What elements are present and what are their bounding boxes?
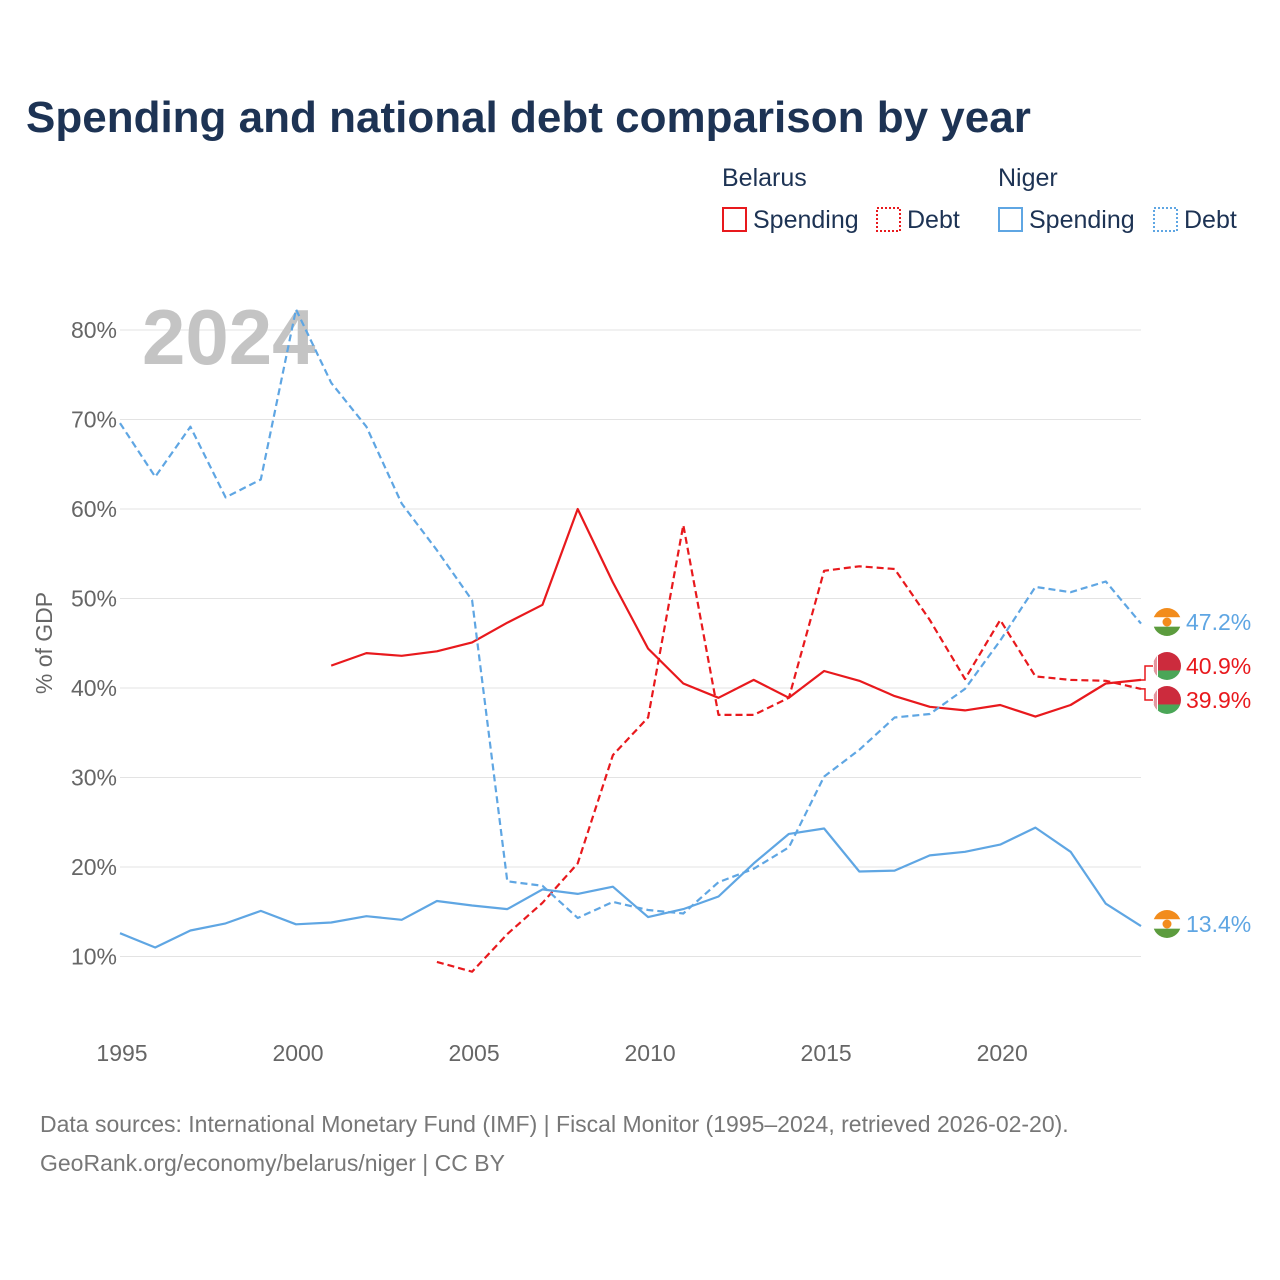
x-tick-label: 2010 [625,1040,676,1066]
x-tick-label: 2005 [448,1040,499,1066]
series-line-belarus-spending [330,507,1142,718]
end-label-belarus-spending: 40.9% [1141,652,1251,681]
series-line-niger-debt [119,308,1142,920]
end-labels: 40.9% 39.9% 13.4% 47.2% [1141,608,1251,938]
legend-label-niger-spending: Spending [1029,206,1135,234]
series-lines [119,308,1142,973]
end-label-niger-debt: 47.2% [1153,608,1251,636]
y-tick-label: 50% [71,586,117,612]
x-axis-ticks: 1995 2000 2005 2010 2015 2020 [96,1040,1027,1066]
legend-group-belarus: Belarus [722,164,807,192]
legend-swatch-belarus-spending [722,207,747,232]
y-tick-label: 40% [71,675,117,701]
y-axis-label: % of GDP [31,592,57,694]
end-label-connector [1141,665,1153,681]
source-line-1: Data sources: International Monetary Fun… [40,1111,1069,1137]
legend-swatch-niger-spending [998,207,1023,232]
gridlines [120,329,1141,957]
end-label-value: 39.9% [1186,687,1251,713]
niger-flag-icon [1153,608,1181,636]
y-tick-label: 10% [71,944,117,970]
legend-label-belarus-debt: Debt [907,206,960,234]
y-tick-label: 20% [71,854,117,880]
y-tick-label: 80% [71,317,117,343]
end-label-value: 40.9% [1186,653,1251,679]
end-label-connector [1141,688,1153,701]
legend: Belarus Spending Debt Niger Spending Deb… [722,164,1237,234]
x-tick-label: 2000 [272,1040,323,1066]
belarus-flag-icon [1153,686,1181,714]
series-line-niger-spending [119,826,1142,949]
source-line-2: GeoRank.org/economy/belarus/niger | CC B… [40,1150,505,1176]
end-label-belarus-debt: 39.9% [1141,686,1251,714]
legend-swatch-niger-debt [1153,207,1178,232]
legend-group-niger: Niger [998,164,1058,192]
legend-swatch-belarus-debt [876,207,901,232]
legend-label-belarus-spending: Spending [753,206,859,234]
legend-label-niger-debt: Debt [1184,206,1237,234]
x-tick-label: 2020 [977,1040,1028,1066]
belarus-flag-icon [1153,652,1181,680]
end-label-value: 13.4% [1186,911,1251,937]
y-tick-label: 70% [71,407,117,433]
end-label-value: 47.2% [1186,609,1251,635]
year-watermark: 2024 [142,293,316,381]
x-tick-label: 1995 [96,1040,147,1066]
niger-flag-icon [1153,910,1181,938]
series-line-belarus-debt [436,524,1142,973]
x-tick-label: 2015 [801,1040,852,1066]
y-tick-label: 60% [71,496,117,522]
y-axis-ticks: 10% 20% 30% 40% 50% 60% 70% 80% [71,317,117,970]
y-tick-label: 30% [71,765,117,791]
chart-title: Spending and national debt comparison by… [26,93,1031,142]
end-label-niger-spending: 13.4% [1153,910,1251,938]
